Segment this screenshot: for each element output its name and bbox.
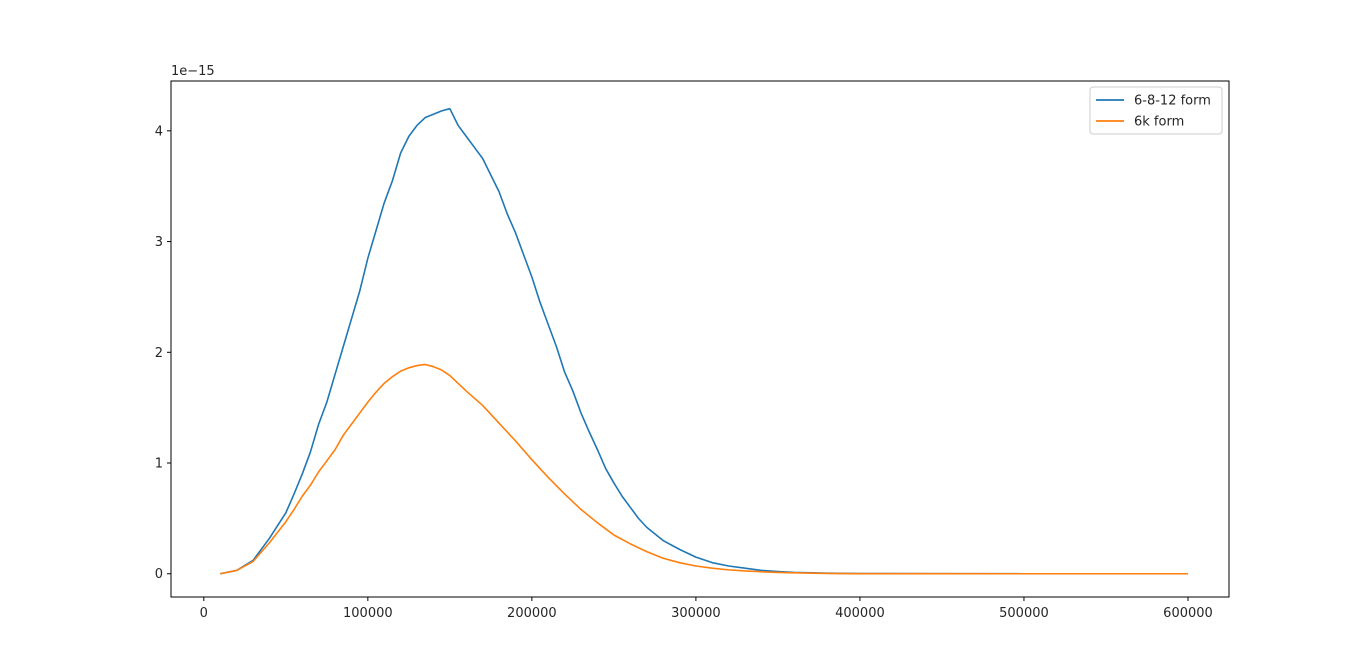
- y-tick-label: 3: [155, 235, 163, 250]
- x-tick-label: 600000: [1163, 606, 1213, 621]
- y-tick-label: 4: [155, 124, 163, 139]
- legend-label: 6-8-12 form: [1134, 94, 1211, 109]
- x-tick-label: 400000: [835, 606, 885, 621]
- series-line-2: [220, 363, 1188, 575]
- x-tick-label: 300000: [671, 606, 721, 621]
- series-layer: [220, 107, 1188, 575]
- axes-frame: [170, 80, 1230, 598]
- x-tick-label: 100000: [343, 606, 393, 621]
- x-tick-label: 0: [200, 606, 208, 621]
- legend-box: [1089, 86, 1223, 135]
- y-tick-label: 1: [155, 457, 163, 472]
- x-tick-label: 200000: [507, 606, 557, 621]
- legend-label: 6k form: [1134, 115, 1184, 130]
- y-tick-label: 2: [155, 346, 163, 361]
- y-axis-offset-label: 1e−15: [171, 64, 215, 79]
- legend: 6-8-12 form 6k form: [1089, 86, 1223, 135]
- y-tick-label: 0: [155, 567, 163, 582]
- plot-area: 0 100000 200000 300000 400000 500000 600000 0 1…: [155, 64, 1230, 621]
- x-axis-ticks: 0 100000 200000 300000 400000 500000 600000: [200, 597, 1213, 621]
- y-axis-ticks: 0 1 2 3 4: [155, 124, 171, 582]
- x-tick-label: 500000: [999, 606, 1049, 621]
- series-line-1: [220, 107, 1188, 575]
